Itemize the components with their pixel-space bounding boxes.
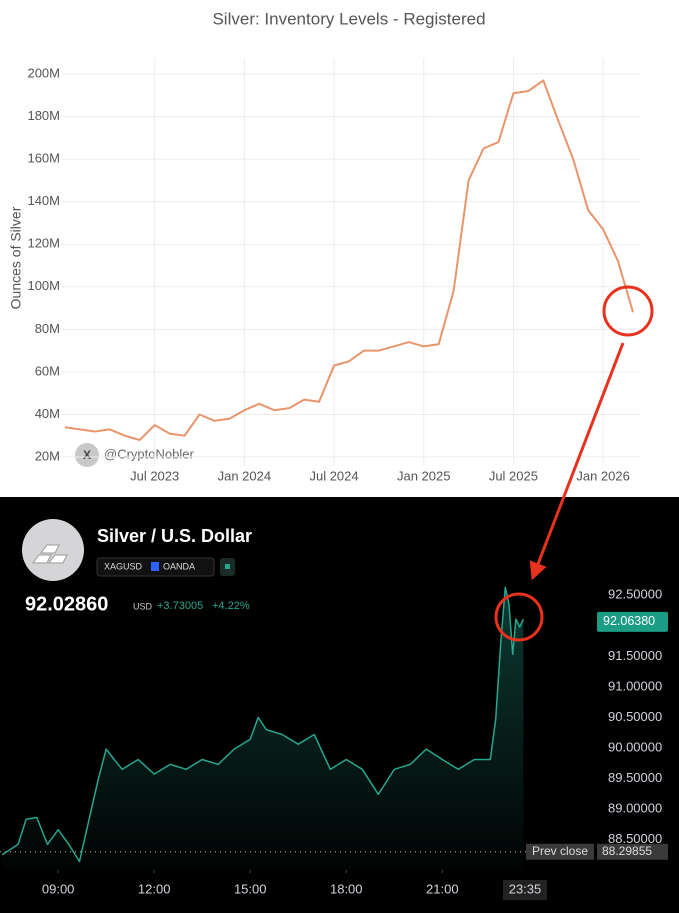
y-tick-label: 89.00000 bbox=[608, 800, 662, 815]
y-tick-label: 90.00000 bbox=[608, 739, 662, 754]
watermark: @CryptoNobler bbox=[104, 446, 194, 461]
y-tick-label: 180M bbox=[27, 108, 60, 123]
prev-close-name-box bbox=[526, 843, 594, 860]
last-value-label: 92.06380 bbox=[603, 614, 655, 628]
x-tick-label: 21:00 bbox=[426, 881, 459, 896]
y-tick-label: 60M bbox=[35, 363, 60, 378]
y-tick-label: 120M bbox=[27, 236, 60, 251]
y-tick-label: 100M bbox=[27, 278, 60, 293]
y-tick-label: 140M bbox=[27, 193, 60, 208]
arrow bbox=[529, 342, 625, 581]
x-tick-label: Jan 2026 bbox=[576, 468, 630, 483]
area-fill bbox=[2, 587, 524, 870]
series-line bbox=[64, 79, 634, 441]
x-tick-label: Jul 2023 bbox=[130, 468, 179, 483]
highlight-circle bbox=[602, 285, 654, 337]
y-tick-label: 200M bbox=[27, 65, 60, 80]
symbol-title: Silver / U.S. Dollar bbox=[97, 526, 252, 546]
market-status-dot bbox=[225, 564, 230, 569]
price-change-pct: +4.22% bbox=[212, 600, 250, 612]
prev-close-box bbox=[597, 843, 668, 860]
last-value-box bbox=[597, 611, 668, 632]
check-icon bbox=[151, 562, 159, 571]
y-tick-label: 91.00000 bbox=[608, 678, 662, 693]
x-tick-label: 12:00 bbox=[138, 881, 171, 896]
y-tick-label: 90.50000 bbox=[608, 709, 662, 724]
x-tick-label: 15:00 bbox=[234, 881, 267, 896]
prev-close-label: 88.29855 bbox=[602, 844, 652, 858]
x-logo-glyph: X bbox=[83, 448, 91, 462]
symbol-code: XAGUSD bbox=[104, 561, 143, 571]
current-time-label: 23:35 bbox=[509, 881, 542, 896]
x-tick-label: 18:00 bbox=[330, 881, 363, 896]
series-line bbox=[1, 586, 525, 863]
prev-close-name: Prev close bbox=[532, 844, 588, 858]
highlight-circle bbox=[494, 592, 544, 642]
x-logo bbox=[75, 443, 99, 467]
y-tick-label: 20M bbox=[35, 448, 60, 463]
x-tick-label: Jan 2024 bbox=[218, 468, 272, 483]
bars-icon bbox=[32, 544, 68, 564]
y-tick-label: 40M bbox=[35, 406, 60, 421]
y-axis-label: Ounces of Silver bbox=[8, 206, 24, 309]
inventory-chart: Silver: Inventory Levels - Registered Ou… bbox=[8, 9, 640, 483]
y-tick-label: 91.50000 bbox=[608, 648, 662, 663]
x-tick-label: 09:00 bbox=[42, 881, 75, 896]
y-tick-label: 89.50000 bbox=[608, 770, 662, 785]
annotations bbox=[494, 285, 654, 642]
currency: USD bbox=[133, 601, 153, 611]
x-tick-label: Jan 2025 bbox=[397, 468, 451, 483]
x-tick-label: Jul 2024 bbox=[309, 468, 358, 483]
y-tick-label: 88.50000 bbox=[608, 831, 662, 846]
x-tick-label: Jul 2025 bbox=[489, 468, 538, 483]
y-tick-label: 80M bbox=[35, 321, 60, 336]
current-time-box bbox=[503, 880, 547, 900]
price-chart: Silver / U.S. Dollar XAGUSD OANDA 92.028… bbox=[0, 519, 668, 900]
y-tick-label: 160M bbox=[27, 151, 60, 166]
top-background bbox=[0, 0, 679, 497]
source: OANDA bbox=[163, 561, 195, 571]
y-tick-label: 92.50000 bbox=[608, 587, 662, 602]
last-price: 92.02860 bbox=[25, 593, 108, 615]
chart-title: Silver: Inventory Levels - Registered bbox=[212, 9, 485, 28]
price-change: +3.73005 bbox=[157, 600, 203, 612]
